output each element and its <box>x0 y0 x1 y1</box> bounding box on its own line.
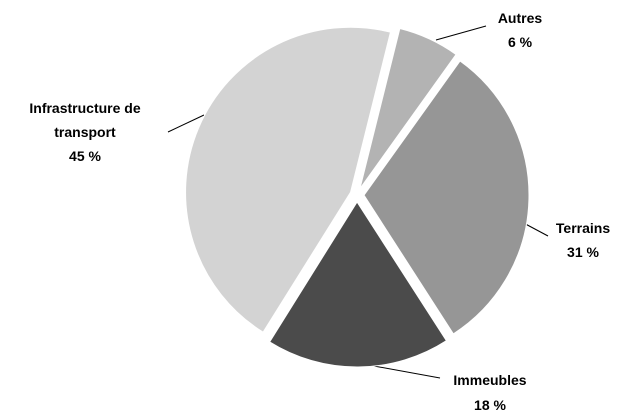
leader-line <box>167 114 205 133</box>
slice-value: 6 % <box>507 34 533 50</box>
slice-label: Immeubles <box>453 372 527 388</box>
pie-slice <box>363 60 530 335</box>
pie-slice <box>185 26 392 333</box>
slice-label: Terrains <box>555 220 611 236</box>
pie-slice <box>268 201 448 368</box>
slice-value: 31 % <box>567 244 599 260</box>
slice-value: 45 % <box>69 148 101 164</box>
slice-label: Infrastructure de transport <box>29 100 141 140</box>
slice-value: 18 % <box>474 397 506 413</box>
pie-slice <box>359 27 457 189</box>
leader-line <box>435 25 487 41</box>
slice-label: Autres <box>497 10 543 26</box>
